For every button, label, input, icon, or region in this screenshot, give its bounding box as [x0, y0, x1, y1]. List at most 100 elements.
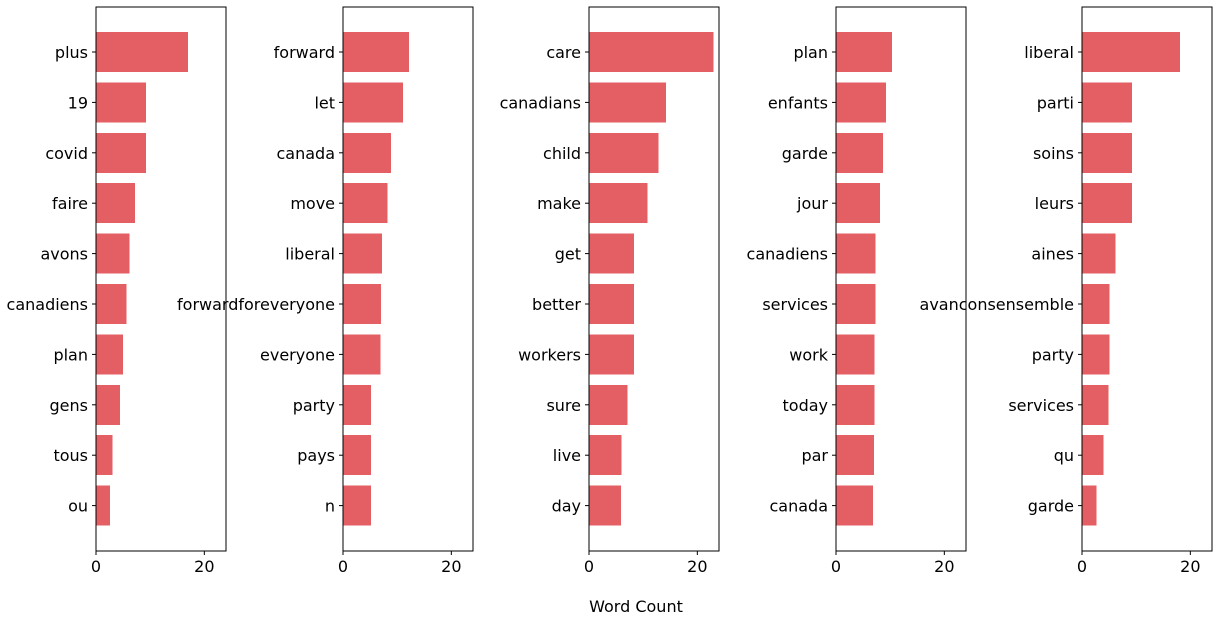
- category-label: canada: [276, 144, 335, 163]
- category-label: canadiens: [7, 295, 88, 314]
- category-label: workers: [518, 345, 581, 364]
- bar-3-10: [589, 485, 621, 526]
- category-label: leurs: [1035, 194, 1074, 213]
- bar-5-5: [1082, 233, 1116, 274]
- category-label: party: [293, 396, 335, 415]
- chart-panel-2: forward let canada move liberal forwardforeve…: [177, 6, 474, 576]
- category-label: services: [762, 295, 828, 314]
- category-label: move: [290, 194, 335, 213]
- category-label: work: [789, 345, 828, 364]
- category-label: ou: [68, 497, 88, 516]
- bar-2-6: [343, 284, 381, 324]
- bar-1-9: [96, 435, 113, 476]
- category-label: parti: [1037, 93, 1074, 112]
- category-label: care: [546, 43, 581, 62]
- category-label: jour: [796, 194, 828, 213]
- category-label: canadiens: [747, 245, 828, 264]
- bar-2-9: [343, 435, 372, 476]
- category-label: covid: [45, 144, 88, 163]
- bar-2-10: [343, 485, 372, 526]
- x-tick-label: 0: [584, 557, 594, 576]
- category-label: 19: [68, 93, 88, 112]
- x-tick-label: 20: [687, 557, 707, 576]
- category-label: sure: [546, 396, 581, 415]
- category-label: plan: [53, 345, 88, 364]
- category-label: everyone: [260, 345, 335, 364]
- category-label: canadians: [500, 93, 581, 112]
- chart-panel-4: plan enfants garde jour canadiens services wor…: [747, 6, 967, 576]
- bar-4-1: [836, 32, 892, 72]
- x-tick-label: 20: [1180, 557, 1200, 576]
- bar-4-3: [836, 132, 884, 173]
- bar-2-7: [343, 334, 381, 375]
- bar-1-1: [96, 32, 189, 72]
- bar-5-4: [1082, 183, 1132, 224]
- category-label: child: [543, 144, 581, 163]
- category-label: aines: [1031, 245, 1074, 264]
- bar-4-7: [836, 334, 875, 375]
- bar-5-3: [1082, 132, 1132, 173]
- category-label: make: [537, 194, 581, 213]
- bar-2-1: [343, 32, 410, 72]
- bar-3-4: [589, 183, 648, 224]
- bar-4-4: [836, 183, 880, 224]
- x-tick-label: 0: [91, 557, 101, 576]
- bar-1-4: [96, 183, 135, 224]
- bar-4-2: [836, 82, 886, 123]
- x-tick-label: 20: [934, 557, 954, 576]
- x-tick-label: 0: [831, 557, 841, 576]
- bar-1-8: [96, 384, 120, 425]
- category-label: pays: [297, 446, 335, 465]
- bar-1-7: [96, 334, 124, 375]
- x-tick-label: 20: [441, 557, 461, 576]
- bar-5-6: [1082, 284, 1110, 324]
- category-label: today: [783, 396, 829, 415]
- bar-5-7: [1082, 334, 1110, 375]
- bar-1-6: [96, 284, 127, 324]
- category-label: liberal: [1024, 43, 1074, 62]
- bar-3-3: [589, 132, 659, 173]
- category-label: garde: [782, 144, 828, 163]
- category-label: soins: [1033, 144, 1074, 163]
- category-label: garde: [1028, 497, 1074, 516]
- bar-3-7: [589, 334, 634, 375]
- axes-frame-3: [588, 6, 720, 552]
- bar-2-3: [343, 132, 392, 173]
- category-label: canada: [769, 497, 828, 516]
- bar-3-2: [589, 82, 666, 123]
- bar-4-8: [836, 384, 875, 425]
- x-axis-label: Word Count: [589, 597, 683, 616]
- axes-frame-1: [95, 6, 227, 552]
- bar-1-10: [96, 485, 111, 526]
- category-label: services: [1008, 396, 1074, 415]
- bar-1-2: [96, 82, 146, 123]
- bar-3-8: [589, 384, 628, 425]
- chart-panel-1: plus 19 covid faire avons canadiens plan gens to…: [7, 6, 227, 576]
- category-label: liberal: [285, 245, 335, 264]
- bar-4-6: [836, 284, 876, 324]
- category-label: gens: [50, 396, 88, 415]
- bar-1-3: [96, 132, 146, 173]
- x-tick-label: 0: [1077, 557, 1087, 576]
- category-label: forward: [274, 43, 335, 62]
- axes-frame-5: [1081, 6, 1213, 552]
- category-label: n: [325, 497, 335, 516]
- bar-4-10: [836, 485, 873, 526]
- bar-3-1: [589, 32, 714, 72]
- bar-1-5: [96, 233, 130, 274]
- category-label: avanconsensemble: [920, 295, 1074, 314]
- category-label: faire: [52, 194, 88, 213]
- bar-3-9: [589, 435, 622, 476]
- category-label: live: [553, 446, 581, 465]
- bar-4-9: [836, 435, 874, 476]
- category-label: get: [555, 245, 581, 264]
- bar-3-6: [589, 284, 634, 324]
- bar-5-9: [1082, 435, 1104, 476]
- bar-2-2: [343, 82, 404, 123]
- category-label: let: [314, 93, 335, 112]
- bar-4-5: [836, 233, 876, 274]
- category-label: better: [532, 295, 581, 314]
- bar-2-5: [343, 233, 382, 274]
